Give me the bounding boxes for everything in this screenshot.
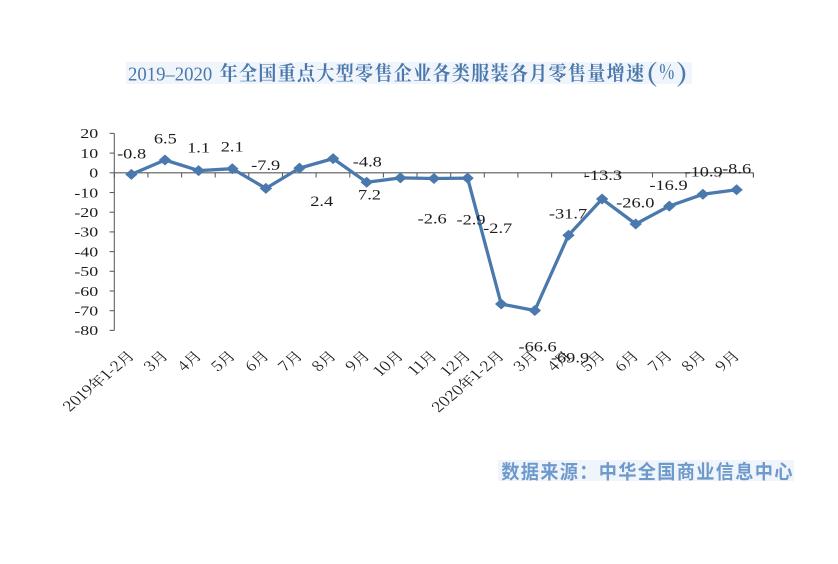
svg-text:2.4: 2.4 <box>310 193 334 210</box>
svg-text:-16.9: -16.9 <box>649 177 687 194</box>
svg-text:1.1: 1.1 <box>187 139 210 156</box>
svg-text:7.2: 7.2 <box>358 186 381 203</box>
svg-text:2.1: 2.1 <box>221 138 244 155</box>
svg-text:0: 0 <box>89 166 98 181</box>
svg-text:-50: -50 <box>74 265 98 280</box>
svg-text:20: 20 <box>80 127 98 142</box>
svg-text:-2.9: -2.9 <box>456 211 485 228</box>
svg-text:-40: -40 <box>74 245 98 260</box>
svg-text:-10.9: -10.9 <box>684 163 722 180</box>
svg-text:-8.6: -8.6 <box>722 160 751 177</box>
svg-text:6.5: 6.5 <box>154 130 177 147</box>
svg-text:-26.0: -26.0 <box>616 194 654 211</box>
svg-text:-7.9: -7.9 <box>251 157 280 174</box>
svg-text:-30: -30 <box>74 225 98 240</box>
svg-text:-10: -10 <box>74 186 98 201</box>
svg-text:-2.7: -2.7 <box>483 220 512 237</box>
svg-text:-66.6: -66.6 <box>518 338 556 355</box>
svg-text:-13.3: -13.3 <box>584 167 622 184</box>
svg-text:-31.7: -31.7 <box>549 205 587 222</box>
svg-text:-80: -80 <box>74 324 98 339</box>
svg-text:-0.8: -0.8 <box>117 145 146 162</box>
svg-text:-4.8: -4.8 <box>353 153 382 170</box>
svg-text:2019–2020: 2019–2020 <box>128 64 212 85</box>
svg-text:-70: -70 <box>74 304 98 319</box>
svg-text:10: 10 <box>80 147 98 162</box>
svg-text:-60: -60 <box>74 284 98 299</box>
svg-text:-2.6: -2.6 <box>418 210 447 227</box>
svg-text:-20: -20 <box>74 206 98 221</box>
